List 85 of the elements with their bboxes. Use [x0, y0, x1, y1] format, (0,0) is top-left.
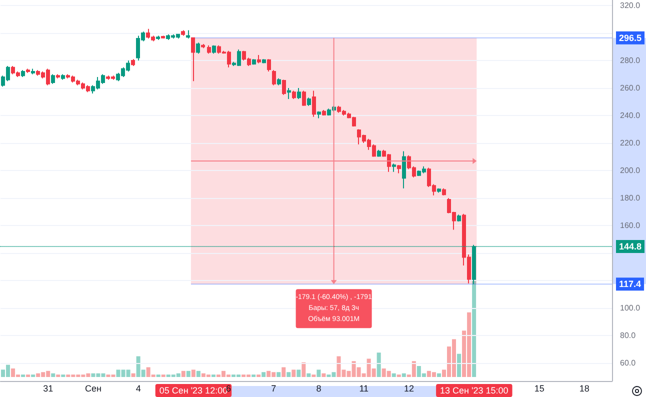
y-tick-label: 240.0: [620, 111, 641, 120]
candlestick: [257, 54, 261, 64]
bar: [282, 367, 286, 377]
y-tick-label: 260.0: [620, 84, 641, 93]
candlestick: [442, 188, 446, 196]
candlestick: [31, 68, 35, 75]
bar: [402, 373, 406, 377]
candlestick: [262, 58, 266, 64]
candlestick: [307, 97, 311, 106]
candlestick: [212, 44, 216, 54]
bar: [196, 370, 200, 377]
candlestick: [196, 42, 200, 54]
candlestick: [437, 188, 441, 194]
candlestick: [272, 70, 276, 86]
bar: [306, 373, 311, 377]
candlestick: [26, 68, 30, 74]
bar: [181, 370, 186, 377]
x-tick-label: 12: [404, 384, 414, 394]
bar: [51, 373, 56, 377]
x-tick-label: 15: [534, 384, 544, 394]
candlestick: [252, 58, 256, 66]
bar: [376, 352, 381, 377]
bar: [131, 373, 136, 377]
x-tick-label: 13 Сен '23 15:00: [440, 386, 508, 396]
candlestick: [312, 90, 316, 118]
y-tick-label: 320.0: [620, 1, 641, 10]
candlestick: [292, 90, 296, 100]
x-tick-label: Сен: [84, 384, 102, 394]
candlestick: [277, 78, 281, 86]
x-tick-label: 6: [226, 384, 232, 394]
candlestick: [156, 35, 160, 40]
y-tick-label: 60.0: [620, 358, 636, 368]
candlestick: [56, 74, 60, 79]
bar: [296, 370, 301, 377]
candlestick: [191, 37, 195, 82]
bar: [286, 372, 291, 377]
candlestick: [21, 70, 25, 78]
x-tick-label: 31: [43, 384, 54, 394]
candlestick: [402, 150, 406, 189]
y-tick-label: 220.0: [620, 138, 641, 148]
candlestick: [161, 35, 165, 40]
x-tick-label: 8: [316, 384, 322, 394]
bar: [191, 370, 196, 377]
candlestick: [207, 44, 211, 54]
candlestick: [61, 74, 65, 80]
candlestick: [397, 164, 401, 174]
x-tick-label: 18: [579, 384, 590, 394]
candlestick: [201, 44, 205, 49]
ref-line-label: 296.5: [619, 32, 642, 43]
candlestick: [282, 79, 286, 96]
bar: [302, 362, 306, 377]
ref-line-label: 144.8: [619, 241, 642, 252]
bar: [457, 354, 462, 377]
candlestick: [181, 30, 185, 36]
y-tick-label: 160.0: [620, 221, 641, 230]
candlestick: [51, 74, 55, 84]
x-tick-label: 11: [359, 384, 369, 394]
candlestick: [457, 214, 461, 222]
bar: [262, 372, 266, 377]
x-tick-label: 05 Сен '23 12:00: [159, 386, 228, 396]
y-tick-label: 280.0: [620, 56, 641, 66]
bar: [186, 370, 190, 377]
bar: [322, 373, 326, 377]
x-tick-label: 4: [136, 384, 141, 394]
bar: [292, 370, 296, 377]
candlestick: [322, 110, 326, 116]
bar: [392, 373, 396, 377]
candlestick: [131, 58, 135, 67]
y-tick-label: 80.0: [620, 331, 636, 340]
candlestick: [392, 163, 396, 172]
y-tick-label: 180.0: [620, 194, 641, 203]
bar: [436, 373, 441, 377]
candlestick: [186, 30, 190, 40]
candlestick: [287, 88, 291, 100]
y-tick-label: 200.0: [620, 166, 641, 176]
candlestick: [302, 90, 306, 106]
ref-line-label: 117.4: [619, 279, 642, 290]
candlestick: [317, 110, 321, 119]
candlestick: [297, 88, 301, 100]
candlestick: [267, 58, 271, 72]
y-tick-label: 100.0: [620, 304, 641, 313]
candlestick: [377, 149, 381, 158]
bar: [316, 370, 321, 377]
bar: [276, 372, 281, 377]
x-tick-label: 7: [271, 384, 276, 394]
